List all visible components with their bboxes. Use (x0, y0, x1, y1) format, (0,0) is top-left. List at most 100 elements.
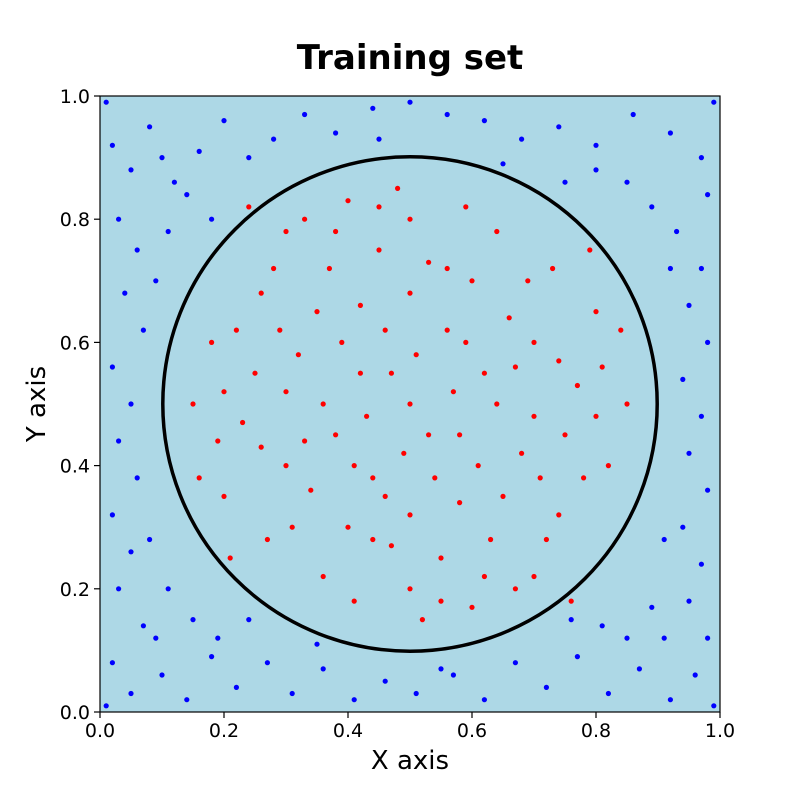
data-point-1-20 (624, 401, 630, 407)
data-point-1-7 (376, 247, 382, 253)
data-point-1-36 (463, 204, 469, 210)
data-point-0-77 (568, 617, 574, 623)
data-point-0-66 (159, 155, 165, 161)
data-point-0-42 (382, 678, 388, 684)
data-point-1-42 (407, 512, 413, 518)
data-point-0-68 (209, 216, 215, 222)
data-point-1-93 (221, 389, 227, 395)
data-point-0-94 (376, 136, 382, 142)
data-point-1-15 (221, 493, 227, 499)
data-point-1-51 (326, 265, 332, 272)
data-point-1-81 (196, 475, 202, 481)
data-point-0-25 (128, 401, 134, 407)
data-point-0-81 (562, 179, 568, 185)
data-point-1-12 (469, 278, 475, 284)
data-point-0-86 (153, 278, 159, 284)
data-point-1-70 (469, 604, 475, 610)
data-point-1-90 (481, 573, 487, 580)
y-tick-label-1: 0.2 (60, 579, 90, 601)
data-point-1-61 (308, 487, 314, 493)
data-point-1-46 (450, 389, 456, 395)
data-point-1-69 (345, 198, 351, 204)
data-point-0-27 (134, 475, 140, 481)
data-point-1-32 (432, 475, 438, 481)
data-point-1-97 (283, 228, 289, 235)
data-point-1-34 (550, 265, 556, 272)
plot-frame (99, 95, 721, 713)
data-point-0-36 (209, 654, 215, 660)
data-point-1-26 (444, 327, 450, 333)
data-point-1-62 (506, 315, 512, 321)
data-point-0-89 (711, 703, 717, 709)
data-point-0-80 (593, 167, 599, 173)
data-point-1-99 (382, 493, 388, 499)
data-point-1-87 (258, 290, 264, 296)
data-point-0-51 (667, 697, 674, 703)
data-point-0-35 (184, 697, 190, 703)
data-point-1-72 (574, 382, 581, 389)
data-point-1-5 (283, 463, 289, 469)
data-point-0-87 (661, 536, 667, 543)
data-point-0-57 (705, 487, 711, 493)
data-point-1-2 (457, 432, 463, 438)
data-point-0-83 (661, 635, 667, 641)
data-point-1-79 (407, 216, 413, 222)
data-point-1-17 (395, 185, 401, 191)
data-point-1-45 (364, 413, 370, 419)
data-point-0-24 (109, 364, 115, 370)
data-point-0-20 (116, 216, 122, 222)
data-point-1-80 (407, 586, 413, 592)
data-point-0-84 (147, 536, 153, 543)
data-point-0-29 (128, 549, 134, 555)
data-point-1-65 (401, 450, 407, 456)
data-point-1-37 (215, 438, 221, 444)
data-point-0-33 (128, 690, 134, 697)
data-point-1-55 (339, 339, 345, 345)
x-tick-label-5: 1.0 (705, 720, 735, 742)
data-point-0-0 (109, 142, 115, 148)
data-point-1-44 (568, 598, 574, 604)
data-point-0-67 (184, 192, 190, 198)
data-point-1-14 (512, 586, 519, 592)
data-point-1-38 (599, 364, 605, 370)
data-point-0-92 (314, 641, 320, 647)
data-point-0-31 (140, 623, 146, 629)
data-point-0-13 (481, 118, 487, 124)
x-tick-label-2: 0.4 (333, 720, 363, 742)
y-tick-label-3: 0.6 (60, 332, 90, 354)
data-point-0-18 (667, 130, 674, 136)
data-point-1-53 (227, 555, 233, 561)
data-point-0-88 (103, 99, 109, 105)
data-point-1-16 (593, 309, 599, 315)
data-point-0-90 (103, 703, 109, 709)
data-point-0-76 (599, 623, 605, 629)
data-point-0-70 (190, 617, 196, 623)
data-point-0-16 (593, 142, 599, 148)
data-point-1-19 (190, 401, 196, 407)
data-point-1-64 (605, 463, 612, 469)
data-point-1-85 (302, 438, 308, 444)
decision-boundary-circle (161, 155, 659, 653)
data-point-0-49 (605, 690, 612, 697)
data-point-1-49 (388, 543, 394, 549)
data-point-1-33 (264, 536, 270, 543)
data-point-0-93 (500, 161, 506, 167)
data-point-1-67 (289, 524, 295, 530)
data-point-1-74 (457, 500, 463, 506)
data-point-0-62 (686, 302, 692, 308)
data-point-0-41 (351, 697, 357, 703)
data-point-1-57 (258, 444, 264, 450)
data-point-1-6 (531, 339, 537, 345)
points-layer (103, 99, 717, 709)
data-point-0-40 (320, 666, 326, 672)
data-point-0-85 (667, 265, 674, 272)
data-point-1-59 (376, 204, 382, 210)
data-point-1-84 (444, 265, 450, 272)
data-point-0-19 (698, 155, 705, 161)
data-point-1-92 (426, 432, 432, 438)
data-point-0-46 (512, 660, 519, 666)
x-tick-label-0: 0.0 (85, 720, 115, 742)
data-point-1-29 (320, 573, 326, 580)
data-point-1-9 (252, 370, 258, 376)
data-point-0-45 (481, 697, 487, 703)
